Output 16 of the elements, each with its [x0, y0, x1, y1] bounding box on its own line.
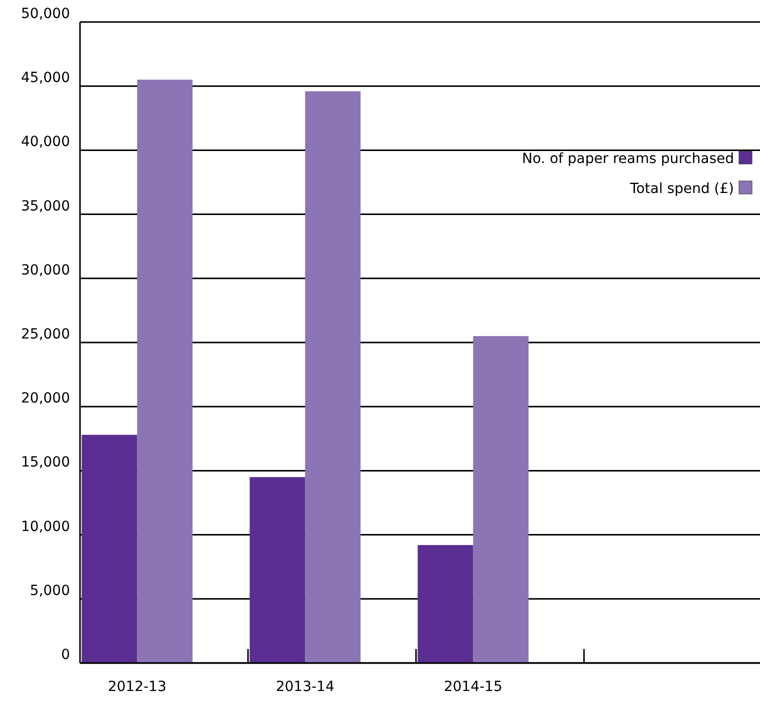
y-tick-label: 25,000 [21, 326, 70, 342]
y-tick-label: 45,000 [21, 70, 70, 86]
y-tick-label: 15,000 [21, 454, 70, 471]
y-tick-label: 50,000 [21, 6, 70, 22]
y-tick-label: 10,000 [21, 518, 70, 535]
x-tick-label: 2013-14 [276, 679, 334, 695]
legend-label: No. of paper reams purchased [522, 151, 734, 167]
y-tick-label: 20,000 [21, 390, 70, 407]
y-tick-label: 0 [61, 647, 70, 663]
legend-label: Total spend (£) [629, 181, 734, 197]
y-tick-label: 40,000 [21, 134, 70, 150]
y-tick-label: 30,000 [21, 262, 70, 278]
x-tick-label: 2012-13 [108, 679, 166, 695]
y-tick-label: 35,000 [21, 198, 70, 214]
x-tick-label: 2014-15 [444, 679, 502, 695]
y-tick-label: 5,000 [30, 582, 70, 599]
